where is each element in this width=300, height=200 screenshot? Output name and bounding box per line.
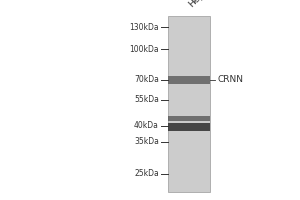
Text: HepG2: HepG2 (187, 0, 215, 9)
Text: 130kDa: 130kDa (129, 22, 159, 31)
Bar (168, 116, 210, 120)
Text: 40kDa: 40kDa (134, 121, 159, 130)
Text: CRNN: CRNN (218, 75, 244, 84)
Text: 55kDa: 55kDa (134, 96, 159, 104)
Bar (168, 123, 210, 131)
Bar (168, 16, 210, 192)
Text: 100kDa: 100kDa (129, 45, 159, 53)
Bar (168, 76, 210, 84)
Text: 35kDa: 35kDa (134, 138, 159, 146)
Text: 25kDa: 25kDa (134, 170, 159, 178)
Text: 70kDa: 70kDa (134, 75, 159, 84)
